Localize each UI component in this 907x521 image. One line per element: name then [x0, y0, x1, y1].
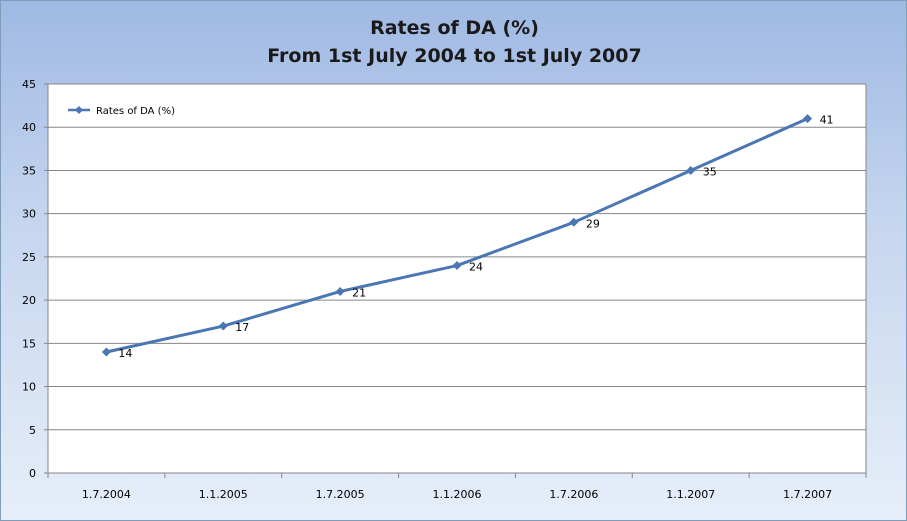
y-tick-label: 25: [22, 251, 36, 264]
data-label: 21: [352, 286, 366, 299]
x-tick-label: 1.1.2007: [666, 488, 715, 501]
legend-label: Rates of DA (%): [96, 106, 175, 117]
x-tick-label: 1.7.2006: [549, 488, 598, 501]
legend-marker: [75, 106, 83, 114]
data-point: [803, 114, 813, 124]
data-point: [335, 286, 345, 296]
y-tick-label: 0: [29, 467, 36, 480]
chart-subtitle: From 1st July 2004 to 1st July 2007: [267, 45, 642, 67]
data-label: 41: [820, 114, 834, 127]
x-tick-label: 1.7.2007: [783, 488, 832, 501]
x-tick-label: 1.7.2004: [82, 488, 131, 501]
y-tick-label: 15: [22, 337, 36, 350]
series-group: 14 17 21 24 29 35 41: [101, 114, 834, 360]
chart-title: Rates of DA (%): [370, 17, 539, 39]
y-tick-label: 5: [29, 424, 36, 437]
data-label: 24: [469, 261, 483, 274]
data-point: [101, 347, 111, 357]
plot-area: [47, 83, 867, 474]
data-point: [452, 261, 462, 271]
x-axis: 1.7.2004 1.1.2005 1.7.2005 1.1.2006 1.7.2006…: [47, 473, 867, 501]
data-label: 17: [235, 321, 249, 334]
data-label: 14: [118, 347, 132, 360]
legend: Rates of DA (%): [68, 106, 175, 117]
y-tick-label: 10: [22, 381, 36, 394]
grid-lines: [48, 83, 866, 431]
data-label: 35: [703, 165, 717, 178]
x-tick-label: 1.1.2006: [433, 488, 482, 501]
y-tick-label: 35: [22, 164, 36, 177]
data-point: [686, 165, 696, 175]
y-tick-label: 30: [22, 208, 36, 221]
y-axis: 0 5 10 15 20 25 30 35 40 45: [22, 78, 48, 480]
x-tick-label: 1.7.2005: [316, 488, 365, 501]
data-point: [569, 217, 579, 227]
y-tick-label: 20: [22, 294, 36, 307]
x-tick-label: 1.1.2005: [199, 488, 248, 501]
data-label: 29: [586, 217, 600, 230]
data-point: [218, 321, 228, 331]
y-tick-label: 40: [22, 121, 36, 134]
y-tick-label: 45: [22, 78, 36, 91]
